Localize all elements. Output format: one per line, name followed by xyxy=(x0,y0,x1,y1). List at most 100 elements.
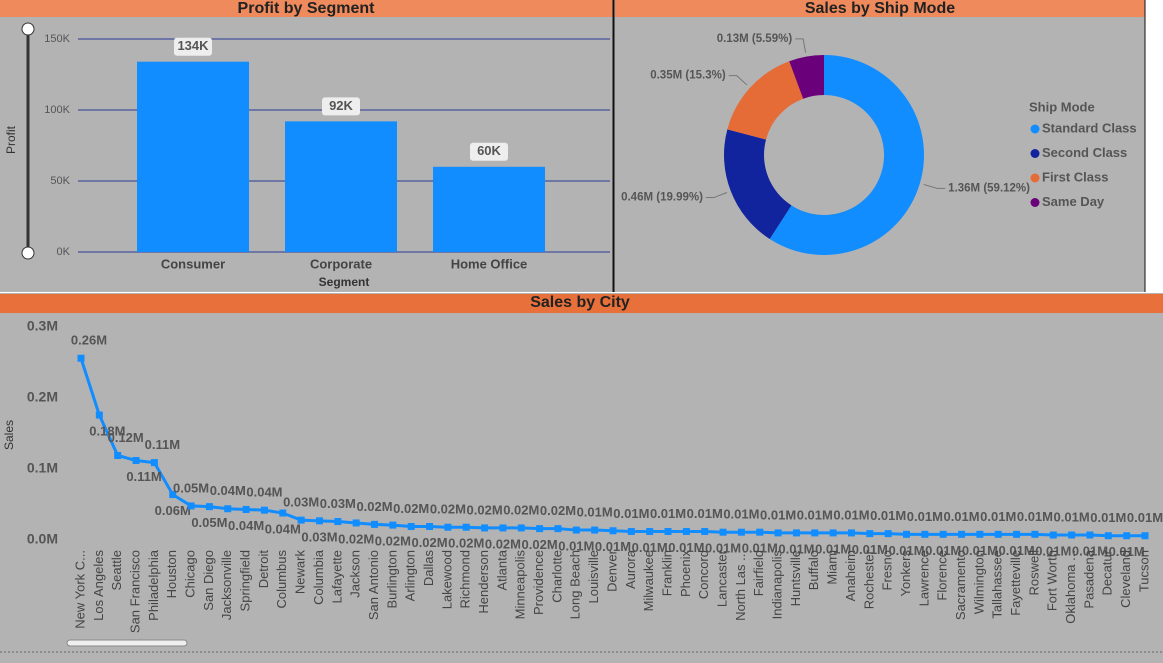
data-label: 0.01M xyxy=(595,539,631,554)
x-tick-label: Indianapolis xyxy=(770,550,785,620)
data-label: 0.01M xyxy=(760,507,796,522)
marker xyxy=(682,527,690,535)
x-axis-title: Segment xyxy=(319,275,370,289)
x-tick-label: Columbus xyxy=(274,550,289,609)
title-bar xyxy=(0,0,613,17)
data-label: 0.01M xyxy=(925,543,961,558)
marker xyxy=(829,529,837,537)
data-label: 0.01M xyxy=(907,509,943,524)
data-label: 0.46M (19.99%) xyxy=(621,192,703,204)
x-tick-label: Pasadena xyxy=(1081,549,1096,608)
x-tick-label: Providence xyxy=(531,550,546,615)
x-tick-label: Fairfield xyxy=(751,550,766,596)
marker xyxy=(407,523,415,531)
y-axis-title: Profit xyxy=(4,125,18,154)
marker xyxy=(499,524,507,532)
scrollbar[interactable] xyxy=(66,639,188,647)
data-label: 0.35M (15.3%) xyxy=(650,70,726,82)
data-label: 0.01M xyxy=(980,509,1016,524)
x-tick-label: Fayetteville xyxy=(1008,550,1023,616)
marker xyxy=(1013,530,1021,538)
data-label: 0.05M xyxy=(173,480,209,495)
x-tick-label: Cleveland xyxy=(1118,550,1133,608)
chart-title: Sales by Ship Mode xyxy=(805,0,955,17)
marker xyxy=(994,530,1002,538)
data-label: 0.01M xyxy=(558,538,594,553)
marker xyxy=(169,491,177,499)
donut-slice xyxy=(723,129,792,239)
x-tick-label: North Las ... xyxy=(733,550,748,621)
data-label: 0.01M xyxy=(742,541,778,556)
x-tick-label: Home Office xyxy=(451,256,528,271)
data-label: 0.01M xyxy=(687,506,723,521)
legend-label: Same Day xyxy=(1042,194,1105,209)
data-label: 0.03M xyxy=(301,529,337,544)
marker xyxy=(297,516,305,524)
marker xyxy=(719,528,727,536)
marker xyxy=(352,519,360,527)
x-tick-label: Aurora xyxy=(623,549,638,589)
x-tick-label: Buffalo xyxy=(806,550,821,590)
data-label: 92K xyxy=(329,98,353,113)
x-tick-label: Fresno xyxy=(880,550,895,590)
slider-handle[interactable] xyxy=(21,246,35,260)
data-label: 0.02M xyxy=(448,536,484,551)
data-label: 0.01M xyxy=(668,540,704,555)
data-label: 0.02M xyxy=(356,499,392,514)
data-label: 0.01M xyxy=(577,504,613,519)
marker xyxy=(1031,530,1039,538)
bar xyxy=(433,166,545,252)
marker xyxy=(481,524,489,532)
x-tick-label: New York C... xyxy=(72,550,87,629)
slider-handle[interactable] xyxy=(21,22,35,36)
marker xyxy=(884,530,892,538)
data-label: 0.02M xyxy=(540,503,576,518)
x-tick-label: Charlotte xyxy=(549,550,564,603)
data-label: 0.06M xyxy=(155,503,191,518)
x-tick-label: Oklahoma ... xyxy=(1063,550,1078,624)
marker xyxy=(444,523,452,531)
y-tick-label: 0.3M xyxy=(27,318,58,334)
legend-marker xyxy=(1030,198,1040,207)
label-box xyxy=(470,142,508,161)
data-label: 0.01M xyxy=(833,507,869,522)
marker xyxy=(205,503,213,511)
label-box xyxy=(322,97,360,116)
chart-title: Sales by City xyxy=(530,294,630,311)
marker xyxy=(976,530,984,538)
bottom-panel xyxy=(0,293,1163,663)
data-label: 0.02M xyxy=(393,501,429,516)
data-label: 0.04M xyxy=(246,485,282,500)
x-tick-label: Denver xyxy=(604,549,619,592)
data-label: 0.02M xyxy=(338,531,374,546)
marker xyxy=(1086,531,1094,539)
x-tick-label: San Francisco xyxy=(127,550,142,633)
marker xyxy=(756,528,764,536)
data-label: 0.01M xyxy=(1127,510,1163,525)
marker xyxy=(811,529,819,537)
x-tick-label: Burlington xyxy=(384,550,399,609)
x-tick-label: Fort Worth xyxy=(1045,550,1060,611)
title-bar xyxy=(0,294,1163,313)
x-tick-label: Los Angeles xyxy=(91,550,106,621)
chart-title: Profit by Segment xyxy=(238,0,376,17)
data-label: 0.01M xyxy=(650,506,686,521)
x-tick-label: Chicago xyxy=(183,550,198,598)
y-tick-label: 100K xyxy=(44,104,70,116)
marker xyxy=(866,530,874,538)
marker xyxy=(260,506,268,514)
x-tick-label: San Diego xyxy=(201,550,216,611)
data-label: 0.02M xyxy=(522,537,558,552)
marker xyxy=(150,459,158,467)
marker xyxy=(389,521,397,529)
legend-marker xyxy=(1030,124,1040,134)
marker xyxy=(664,527,672,535)
marker xyxy=(334,518,342,526)
marker xyxy=(279,509,287,517)
x-tick-label: Lawrence xyxy=(916,550,931,606)
legend-label: Standard Class xyxy=(1042,120,1137,135)
legend-title: Ship Mode xyxy=(1029,99,1095,114)
data-label: 0.01M xyxy=(723,507,759,522)
data-label: 0.01M xyxy=(852,542,888,557)
